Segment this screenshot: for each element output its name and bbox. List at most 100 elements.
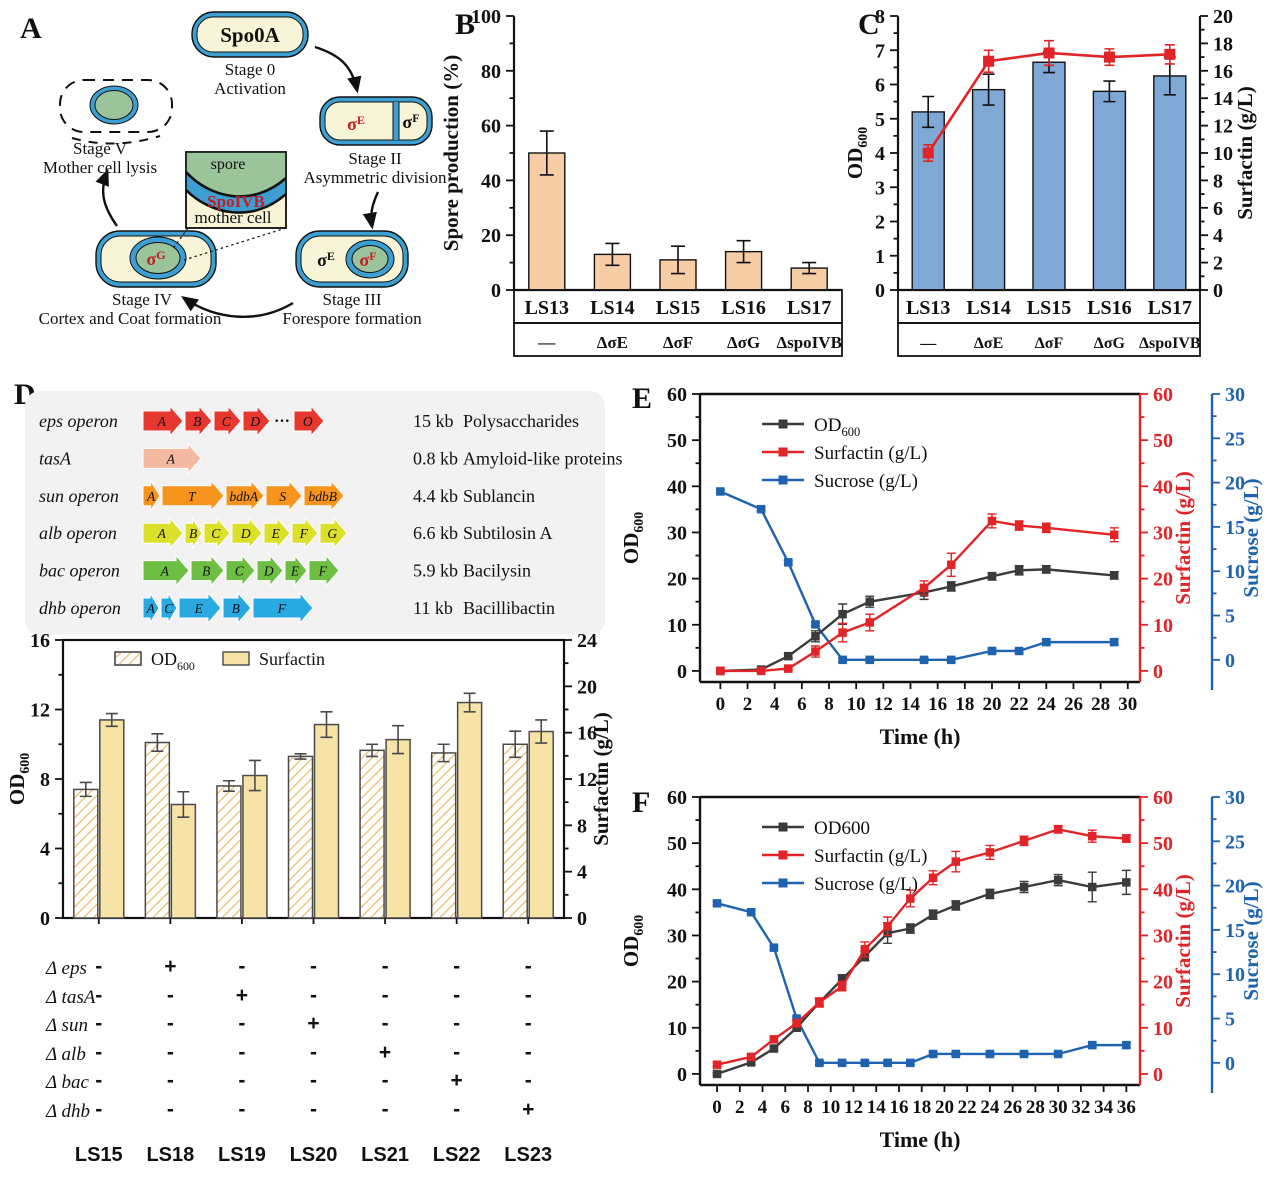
matrix-cell: - [95,983,103,1007]
stage3-caption-line1: Stage III [322,290,381,309]
series-sucrose-g-l- [715,487,1119,665]
stage2-sigma-f: σF [402,111,419,132]
svg-text:C: C [222,414,232,429]
svg-text:A: A [166,451,176,466]
svg-text:Surfactin (g/L): Surfactin (g/L) [814,443,927,464]
svg-text:1: 1 [875,246,885,268]
svg-text:A: A [157,526,167,541]
svg-text:4: 4 [758,1097,768,1118]
stage4-caption-line1: Stage IV [112,290,173,309]
matrix-cell: - [524,1012,532,1036]
svg-text:6: 6 [1213,198,1223,220]
matrix-cell: - [95,1012,103,1036]
svg-text:LS13: LS13 [906,297,950,319]
svg-text:—: — [919,335,937,352]
svg-text:26: 26 [1003,1097,1022,1118]
matrix-strain-label: LS19 [218,1144,266,1166]
svg-text:F: F [299,526,309,541]
svg-text:2: 2 [743,694,753,715]
bars-deletion-strains [73,692,554,919]
matrix-cell: - [95,1040,103,1064]
svg-text:2: 2 [1213,253,1223,275]
matrix-strain-label: LS15 [74,1144,123,1166]
svg-text:30: 30 [1225,787,1245,809]
svg-text:Surfactin (g/L): Surfactin (g/L) [1171,874,1195,1008]
svg-text:LS14: LS14 [966,297,1010,319]
svg-text:Surfactin (g/L): Surfactin (g/L) [814,846,927,867]
series-surfactin-g-l- [715,513,1119,676]
svg-text:Sucrose (g/L): Sucrose (g/L) [814,874,918,895]
svg-text:10: 10 [1225,964,1245,986]
svg-text:bac operon: bac operon [39,561,120,581]
svg-text:0: 0 [1153,661,1163,683]
svg-text:10: 10 [821,1097,840,1118]
svg-text:22: 22 [958,1097,977,1118]
svg-text:100: 100 [471,6,501,28]
arrow-stage0-to-stage2 [314,45,362,94]
matrix-cell: - [453,1098,461,1121]
svg-text:Sucrose (g/L): Sucrose (g/L) [814,471,918,492]
svg-text:40: 40 [667,879,687,901]
fermentation-timecourse-chart-e: 01020304050600102030405060051015202530OD… [619,384,1263,749]
panel-label-c: C [858,8,880,41]
svg-text:12: 12 [874,694,893,715]
svg-text:12: 12 [1213,116,1233,138]
legend-E: OD600 Surfactin (g/L) Sucrose (g/L) [762,415,927,492]
svg-text:80: 80 [481,61,501,83]
svg-text:20: 20 [667,972,687,994]
stage4-sigma-g: σG [146,248,165,269]
axes-E: 01020304050600102030405060051015202530OD… [619,384,1263,749]
svg-text:E: E [271,526,281,541]
spo0a-cell: Spo0A [191,11,309,58]
svg-text:0: 0 [491,280,501,302]
svg-text:20: 20 [481,225,501,247]
matrix-cell: - [453,1040,461,1064]
od-surfactin-deletion-chart: 0 4 8 12 16 0 4 8 12 16 20 24 OD600 Surfactin (g/L) OD… [5,630,613,930]
plot-d: 0 4 8 12 16 0 4 8 12 16 20 24 OD600 Surfactin (g/L) [5,630,613,930]
svg-text:Bacilysin: Bacilysin [463,561,531,581]
panel-label-b: B [455,8,476,41]
plot-b: 0 20 40 60 80 100 Spore production (%) [439,6,842,302]
svg-text:20: 20 [1225,876,1245,898]
svg-text:bdbA: bdbA [230,489,259,504]
svg-text:25: 25 [1225,428,1245,450]
matrix-cell: + [450,1069,463,1093]
category-table-b: LS13 LS14 LS15 LS16 LS17 — ΔσE ΔσF ΔσG ΔspoIVB [513,289,843,357]
svg-text:Time (h): Time (h) [880,1127,961,1152]
svg-text:8: 8 [577,815,587,837]
svg-text:D: D [249,414,260,429]
bars-spore-production [528,130,828,291]
svg-text:D: D [240,526,251,541]
legend-d: OD600 Surfactin [114,649,325,673]
svg-text:0: 0 [40,908,50,930]
svg-text:15: 15 [1225,517,1245,539]
svg-text:ΔspoIVB: ΔspoIVB [1139,335,1201,352]
svg-text:24: 24 [980,1097,1000,1118]
operon-row-tasA: tasA A 0.8 kb Amyloid-like proteins [39,442,622,475]
svg-text:OD600: OD600 [619,512,646,564]
svg-text:60: 60 [667,787,687,809]
svg-text:G: G [327,526,337,541]
svg-text:2: 2 [735,1097,745,1118]
panel-label-f: F [632,786,651,819]
svg-text:LS15: LS15 [1027,297,1071,319]
svg-text:50: 50 [667,833,687,855]
svg-text:5.9 kb: 5.9 kb [413,561,458,581]
matrix-cell: - [166,1069,174,1093]
svg-text:Sucrose (g/L): Sucrose (g/L) [1239,478,1263,597]
matrix-row-label: Δ dhb [46,1101,91,1122]
svg-text:0: 0 [1225,1053,1235,1075]
matrix-cell: - [524,983,532,1007]
matrix-strain-label: LS23 [504,1144,553,1166]
matrix-cell: - [238,1069,246,1093]
svg-text:0.8 kb: 0.8 kb [413,448,458,468]
svg-text:30: 30 [667,925,687,947]
svg-text:24: 24 [1037,694,1057,715]
arrow-stage2-to-stage3 [362,191,380,230]
svg-text:Surfactin (g/L): Surfactin (g/L) [589,712,613,846]
svg-text:C: C [164,601,174,616]
matrix-cell: - [238,955,246,978]
svg-text:60: 60 [1153,384,1173,406]
